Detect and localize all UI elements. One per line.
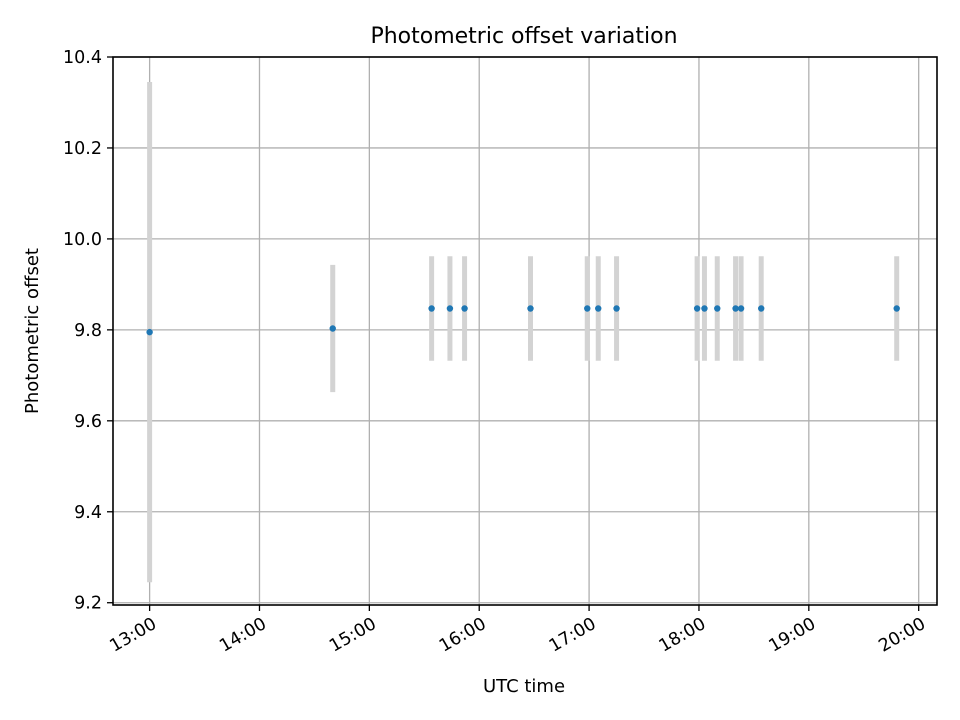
grid-layer	[113, 56, 937, 605]
x-tick-label: 19:00	[766, 614, 820, 657]
data-point	[146, 328, 153, 336]
data-point	[893, 305, 900, 312]
x-tick-label: 17:00	[546, 614, 600, 657]
data-point	[329, 325, 336, 332]
x-tick-label: 14:00	[216, 614, 270, 657]
data-point	[758, 305, 765, 312]
data-point	[737, 305, 745, 312]
data-point	[428, 305, 435, 312]
x-tick-label: 15:00	[326, 614, 380, 657]
data-point	[595, 305, 602, 312]
y-tick-label: 10.2	[63, 139, 102, 159]
chart-title: Photometric offset variation	[370, 24, 677, 49]
data-point	[701, 305, 708, 312]
data-point	[714, 305, 721, 312]
marker-layer	[146, 305, 900, 336]
y-tick-label: 9.4	[74, 503, 102, 523]
y-axis-label: Photometric offset	[22, 248, 43, 414]
data-point	[584, 305, 591, 312]
x-tick-label: 18:00	[656, 614, 710, 657]
data-point	[732, 305, 739, 312]
data-point	[446, 305, 454, 312]
errorbar-layer	[147, 82, 900, 583]
x-axis-label: UTC time	[483, 676, 565, 697]
y-tick-label: 10.0	[63, 230, 102, 250]
data-point	[461, 305, 468, 312]
y-tick-label: 10.4	[63, 48, 102, 68]
y-tick-label: 9.8	[74, 321, 102, 341]
x-tick-label: 20:00	[876, 614, 930, 657]
data-point	[613, 305, 620, 312]
data-point	[527, 305, 534, 312]
x-tick-label: 13:00	[106, 614, 160, 657]
plot-frame	[112, 56, 938, 606]
y-tick-label: 9.2	[74, 594, 102, 614]
data-point	[693, 305, 701, 312]
tick-layer: 13:00 14:00 15:00 16:00 17:00 18:00 19:00 20:00…	[63, 48, 929, 657]
x-tick-label: 16:00	[436, 614, 490, 657]
y-tick-label: 9.6	[74, 412, 102, 432]
